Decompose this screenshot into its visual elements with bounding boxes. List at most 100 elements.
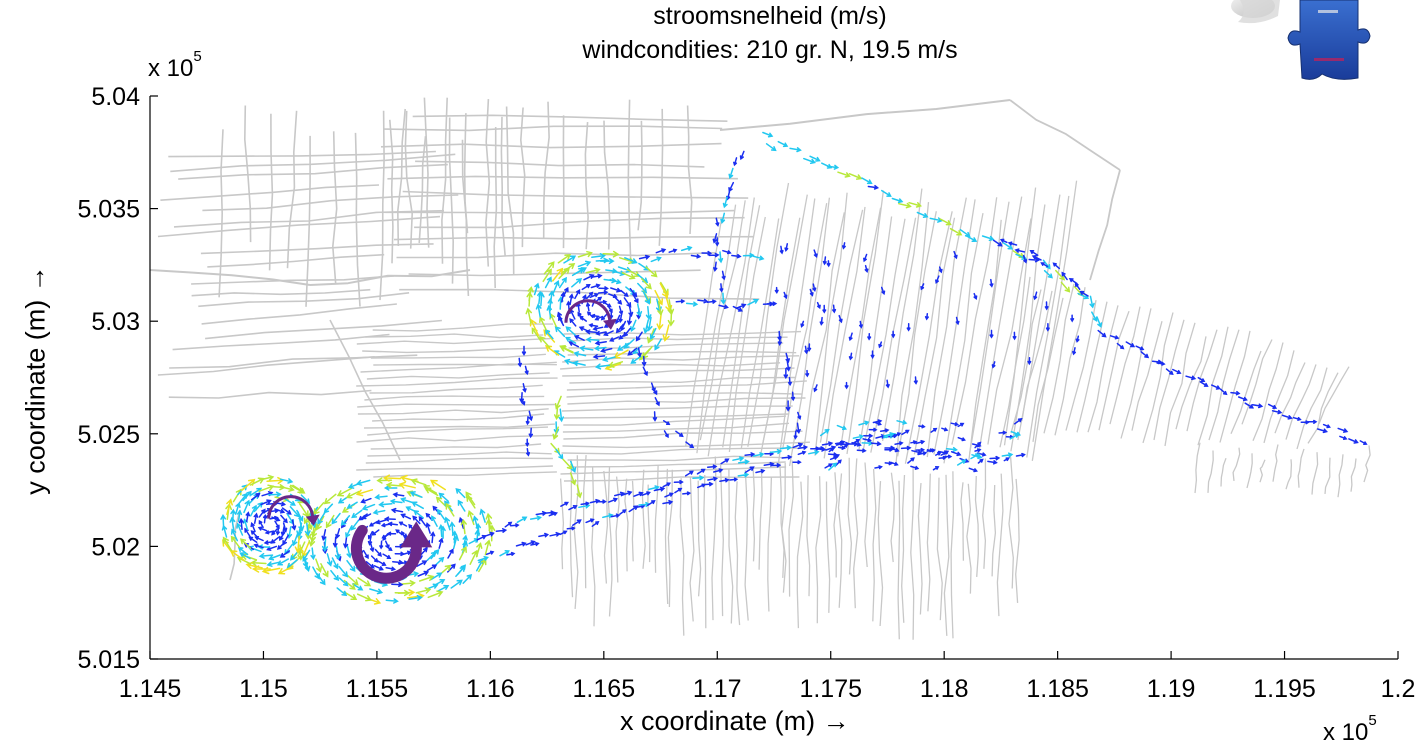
velocity-vector xyxy=(345,490,360,499)
canal-segment xyxy=(169,354,418,369)
velocity-vector xyxy=(599,258,615,265)
canal-segment xyxy=(561,405,793,412)
velocity-vector xyxy=(1210,384,1221,390)
velocity-vector xyxy=(484,539,492,556)
velocity-vector xyxy=(564,358,578,366)
velocity-vector xyxy=(1199,381,1209,387)
velocity-vector xyxy=(274,520,280,530)
velocity-vector xyxy=(521,345,527,356)
canal-segment xyxy=(357,408,549,415)
velocity-vector xyxy=(426,564,438,572)
canal-segment xyxy=(926,197,967,458)
velocity-vector xyxy=(641,491,651,496)
velocity-vector xyxy=(367,530,374,540)
velocity-vector xyxy=(585,336,600,343)
canal-segment xyxy=(567,397,806,405)
velocity-vector xyxy=(615,323,625,334)
velocity-vector xyxy=(416,560,428,567)
velocity-vector xyxy=(718,251,724,264)
velocity-vector xyxy=(529,318,540,336)
canal-segment xyxy=(728,469,734,624)
velocity-vector xyxy=(610,287,622,293)
canal-segment xyxy=(699,200,746,441)
velocity-vector xyxy=(930,427,938,433)
velocity-vector xyxy=(1109,335,1120,340)
velocity-vector xyxy=(398,481,416,489)
velocity-vector xyxy=(645,266,658,278)
velocity-vector xyxy=(610,513,621,518)
velocity-vector xyxy=(430,572,443,581)
velocity-vector xyxy=(938,455,948,460)
velocity-vector xyxy=(1281,414,1293,420)
canal-network xyxy=(149,97,1371,640)
canal-segment xyxy=(244,105,252,243)
canal-segment xyxy=(936,477,943,621)
canal-segment xyxy=(200,243,434,255)
velocity-vector xyxy=(880,286,886,296)
canal-segment xyxy=(913,217,956,455)
velocity-vector xyxy=(1003,457,1011,462)
velocity-vector xyxy=(812,283,817,293)
velocity-vector xyxy=(858,420,870,426)
velocity-vector xyxy=(797,450,807,456)
velocity-vector xyxy=(597,290,609,295)
velocity-vector xyxy=(675,299,686,304)
canal-segment xyxy=(356,377,558,387)
canal-segment xyxy=(926,473,931,612)
canal-segment xyxy=(414,216,745,229)
canal-segment xyxy=(1009,99,1121,171)
canal-segment xyxy=(1241,339,1273,425)
velocity-vector xyxy=(338,565,349,578)
canal-segment xyxy=(881,188,923,442)
velocity-vector xyxy=(712,468,724,473)
velocity-vector xyxy=(1029,250,1039,256)
canal-segment xyxy=(1031,180,1078,462)
velocity-vector xyxy=(370,555,379,563)
velocity-vector xyxy=(419,547,428,557)
canal-segment xyxy=(722,205,761,448)
velocity-vector xyxy=(222,536,233,552)
canal-segment xyxy=(910,466,915,640)
velocity-vector xyxy=(935,275,940,284)
velocity-vector xyxy=(554,326,566,338)
canal-segment xyxy=(858,216,893,450)
velocity-vector xyxy=(957,436,966,442)
velocity-vector xyxy=(1307,419,1318,424)
velocity-vector xyxy=(602,513,614,519)
velocity-vector xyxy=(569,293,574,305)
velocity-vector xyxy=(409,491,423,498)
velocity-vector xyxy=(844,381,849,390)
canal-segment xyxy=(380,142,722,149)
velocity-vector xyxy=(815,446,825,451)
velocity-vector xyxy=(360,497,372,504)
velocity-vector xyxy=(263,540,275,545)
velocity-vector xyxy=(974,448,982,453)
velocity-vector xyxy=(552,426,559,440)
velocity-vector xyxy=(884,447,894,452)
velocity-vector xyxy=(621,490,633,496)
velocity-vector xyxy=(1359,440,1368,446)
velocity-vector xyxy=(560,501,570,507)
x-tick-label: 1.175 xyxy=(799,675,862,703)
velocity-vector xyxy=(624,257,638,264)
velocity-vector xyxy=(785,360,791,372)
velocity-vector xyxy=(1337,427,1349,433)
velocity-vector xyxy=(449,521,456,536)
velocity-vector xyxy=(444,516,451,531)
velocity-vector xyxy=(867,332,872,341)
velocity-vector xyxy=(784,243,789,252)
velocity-vector xyxy=(560,345,574,354)
velocity-vector xyxy=(620,289,629,298)
velocity-vector xyxy=(558,276,567,289)
velocity-vector xyxy=(630,319,637,333)
velocity-vector xyxy=(999,238,1008,244)
canal-segment xyxy=(157,356,375,376)
velocity-vector xyxy=(1007,241,1018,246)
canal-segment xyxy=(373,471,557,478)
velocity-vector xyxy=(792,442,804,449)
velocity-vector xyxy=(418,516,427,527)
velocity-vector xyxy=(504,521,513,528)
velocity-vector xyxy=(506,551,516,556)
canal-segment xyxy=(569,461,786,468)
velocity-vector xyxy=(1042,259,1051,270)
